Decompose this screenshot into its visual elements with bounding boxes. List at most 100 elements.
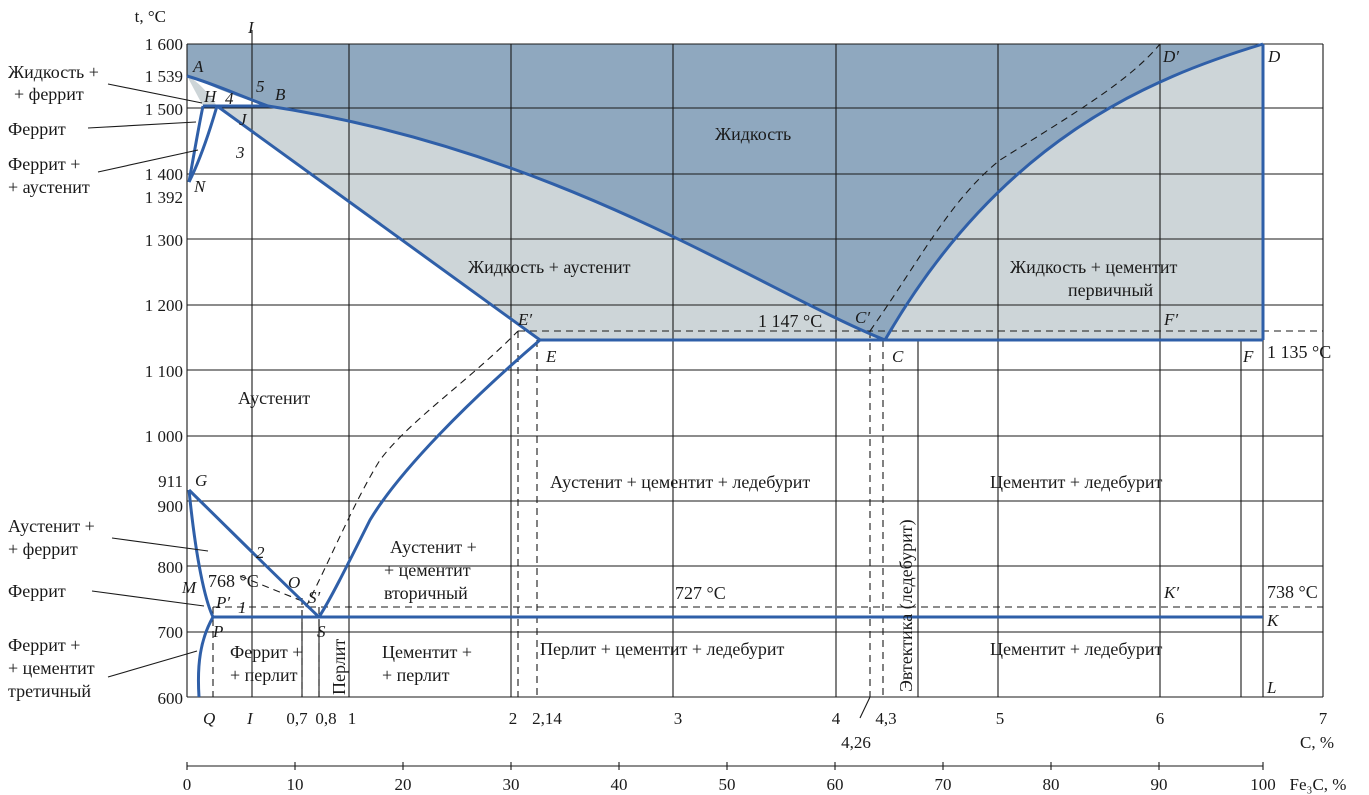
y-tick-label: 800 xyxy=(158,558,184,577)
point-S: S xyxy=(317,622,326,641)
liquid-cementite-region xyxy=(885,44,1263,340)
fe3c-axis xyxy=(186,762,1264,770)
point-E-prime: E′ xyxy=(517,310,532,329)
fe3c-tick-label: 70 xyxy=(935,775,952,794)
point-M: M xyxy=(181,578,197,597)
point-3: 3 xyxy=(235,143,245,162)
region-perlite: Перлит xyxy=(329,639,349,695)
point-K-prime: K′ xyxy=(1163,583,1179,602)
y-axis-labels: t, °C 1 600 1 539 1 500 1 400 1 392 1 30… xyxy=(135,7,183,708)
y-tick-label: 700 xyxy=(158,623,184,642)
point-F: F xyxy=(1242,347,1254,366)
x-tick-label: 4 xyxy=(832,709,841,728)
y-tick-label: 900 xyxy=(158,497,184,516)
region-liquid-cementite-1: Жидкость + цементит xyxy=(1010,257,1178,277)
fe3c-tick-label: 90 xyxy=(1151,775,1168,794)
fe3c-tick-label: 50 xyxy=(719,775,736,794)
y-tick-label: 1 600 xyxy=(145,35,183,54)
point-I-top: I xyxy=(247,18,255,37)
temp-727: 727 °C xyxy=(675,583,726,603)
callout-ferr-aus-1: Феррит + xyxy=(8,154,80,174)
y-tick-label: 1 539 xyxy=(145,67,183,86)
point-L: L xyxy=(1266,678,1276,697)
point-C-prime: C′ xyxy=(855,308,870,327)
region-liquid-austenite: Жидкость + аустенит xyxy=(468,257,631,277)
temp-1135: 1 135 °C xyxy=(1267,342,1331,362)
x-tick-label: 0,8 xyxy=(315,709,336,728)
point-P-prime: P′ xyxy=(215,593,230,612)
temperature-labels: 1 147 °C 1 135 °C 738 °C 727 °C 768 °C xyxy=(208,311,1331,603)
x-tick-label: 6 xyxy=(1156,709,1165,728)
callout-ferr-cem-3: третичный xyxy=(8,681,91,701)
region-liquid: Жидкость xyxy=(715,124,791,144)
fe3c-tick-label: 30 xyxy=(503,775,520,794)
phase-boundaries xyxy=(186,42,1265,698)
y-tick-label: 1 000 xyxy=(145,427,183,446)
region-aus-cem-sec-3: вторичный xyxy=(384,583,468,603)
fe3c-tick-label: 100 xyxy=(1250,775,1276,794)
point-N: N xyxy=(193,177,207,196)
callout-ferrite-bottom: Феррит xyxy=(8,581,66,601)
point-labels: A H 4 5 B J 3 N I D′ D E′ E C′ C F′ F G … xyxy=(181,18,1281,728)
x-tick-label: 0,7 xyxy=(286,709,308,728)
point-S-prime: S′ xyxy=(308,588,321,607)
fe3c-axis-labels: 0 10 20 30 40 50 60 70 80 90 100 Fe₃C, % xyxy=(183,775,1347,794)
temp-738: 738 °C xyxy=(1267,582,1318,602)
fe3c-tick-label: 80 xyxy=(1043,775,1060,794)
y-tick-label: 1 200 xyxy=(145,296,183,315)
y-tick-label: 1 300 xyxy=(145,231,183,250)
callout-ferr-aus-2: + аустенит xyxy=(8,177,90,197)
region-austenite: Аустенит xyxy=(238,388,310,408)
fe3c-tick-label: 20 xyxy=(395,775,412,794)
x-tick-label: 1 xyxy=(348,709,357,728)
stable-system-lines xyxy=(212,43,1323,697)
x-tick-label: 2 xyxy=(509,709,518,728)
x-tick-label: 3 xyxy=(674,709,683,728)
y-tick-label: 1 500 xyxy=(145,100,183,119)
x-tick-label: 2,14 xyxy=(532,709,562,728)
liquid-region xyxy=(187,44,1263,340)
point-O: O xyxy=(288,573,300,592)
region-cem-perl-2: + перлит xyxy=(382,665,450,685)
fe3c-axis-title: Fe₃C, % xyxy=(1290,775,1347,794)
fe3c-tick-label: 60 xyxy=(827,775,844,794)
y-tick-label: 1 100 xyxy=(145,362,183,381)
x-tick-label: 4,3 xyxy=(875,709,896,728)
point-1: 1 xyxy=(238,598,247,617)
x-tick-label: 4,26 xyxy=(841,733,871,752)
x-axis-title: C, % xyxy=(1300,733,1334,752)
fe3c-tick-label: 10 xyxy=(287,775,304,794)
temp-768: 768 °C xyxy=(208,571,259,591)
region-perl-cem-led: Перлит + цементит + ледебурит xyxy=(540,639,785,659)
region-cem-led-lower: Цементит + ледебурит xyxy=(990,639,1163,659)
y-tick-label: 1 392 xyxy=(145,188,183,207)
region-labels: Жидкость Жидкость + аустенит Жидкость + … xyxy=(230,124,1178,695)
point-Q: Q xyxy=(203,709,215,728)
point-B: B xyxy=(275,85,286,104)
point-C: C xyxy=(892,347,904,366)
point-J: J xyxy=(239,110,248,129)
fe3c-tick-label: 0 xyxy=(183,775,192,794)
callout-ferr-cem-1: Феррит + xyxy=(8,635,80,655)
fe3c-tick-label: 40 xyxy=(611,775,628,794)
x-tick-label: 7 xyxy=(1319,709,1328,728)
carbon-axis-labels: 1 2 2,14 3 4 4,3 5 6 7 0,7 0,8 4,26 C, % xyxy=(286,709,1334,752)
point-I-bottom: I xyxy=(246,709,254,728)
grid xyxy=(186,30,1324,698)
point-E: E xyxy=(545,347,557,366)
region-aus-cem-sec-1: Аустенит + xyxy=(390,537,477,557)
region-aus-cem-led: Аустенит + цементит + ледебурит xyxy=(550,472,810,492)
point-D: D xyxy=(1267,47,1281,66)
point-D-prime: D′ xyxy=(1162,47,1179,66)
region-liquid-cementite-2: первичный xyxy=(1068,280,1154,300)
point-5: 5 xyxy=(256,77,265,96)
callout-liq-ferrite-1: Жидкость + xyxy=(8,62,99,82)
y-tick-label: 600 xyxy=(158,689,184,708)
callout-ferr-cem-2: + цементит xyxy=(8,658,95,678)
callout-leaders xyxy=(87,83,871,719)
point-H: H xyxy=(203,87,218,106)
region-ferr-perl-2: + перлит xyxy=(230,665,298,685)
point-A: A xyxy=(192,57,204,76)
point-F-prime: F′ xyxy=(1163,310,1178,329)
